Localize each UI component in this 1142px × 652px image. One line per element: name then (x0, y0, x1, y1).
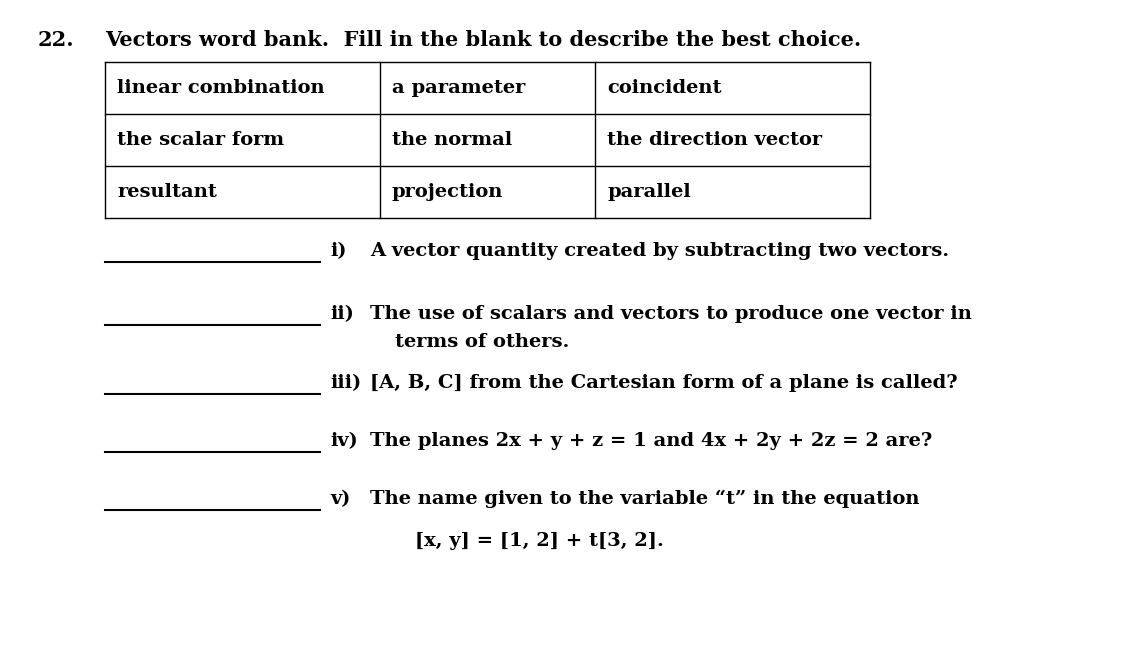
Text: The planes 2x + y + z = 1 and 4x + 2y + 2z = 2 are?: The planes 2x + y + z = 1 and 4x + 2y + … (370, 432, 932, 450)
Text: [x, y] = [1, 2] + t[3, 2].: [x, y] = [1, 2] + t[3, 2]. (415, 532, 664, 550)
Text: [A, B, C] from the Cartesian form of a plane is called?: [A, B, C] from the Cartesian form of a p… (370, 374, 958, 392)
Text: terms of others.: terms of others. (395, 333, 570, 351)
Text: iii): iii) (330, 374, 361, 392)
Text: the scalar form: the scalar form (116, 131, 284, 149)
Text: the normal: the normal (392, 131, 513, 149)
Text: The name given to the variable “t” in the equation: The name given to the variable “t” in th… (370, 490, 919, 508)
Text: i): i) (330, 242, 346, 260)
Text: ii): ii) (330, 305, 354, 323)
Text: projection: projection (392, 183, 504, 201)
Text: parallel: parallel (608, 183, 691, 201)
Text: the direction vector: the direction vector (608, 131, 822, 149)
Text: Vectors word bank.  Fill in the blank to describe the best choice.: Vectors word bank. Fill in the blank to … (105, 30, 861, 50)
Text: The use of scalars and vectors to produce one vector in: The use of scalars and vectors to produc… (370, 305, 972, 323)
Text: A vector quantity created by subtracting two vectors.: A vector quantity created by subtracting… (370, 242, 949, 260)
Text: resultant: resultant (116, 183, 217, 201)
Text: 22.: 22. (38, 30, 74, 50)
Text: v): v) (330, 490, 351, 508)
Text: iv): iv) (330, 432, 357, 450)
Text: coincident: coincident (608, 79, 722, 97)
Text: linear combination: linear combination (116, 79, 324, 97)
Text: a parameter: a parameter (392, 79, 525, 97)
